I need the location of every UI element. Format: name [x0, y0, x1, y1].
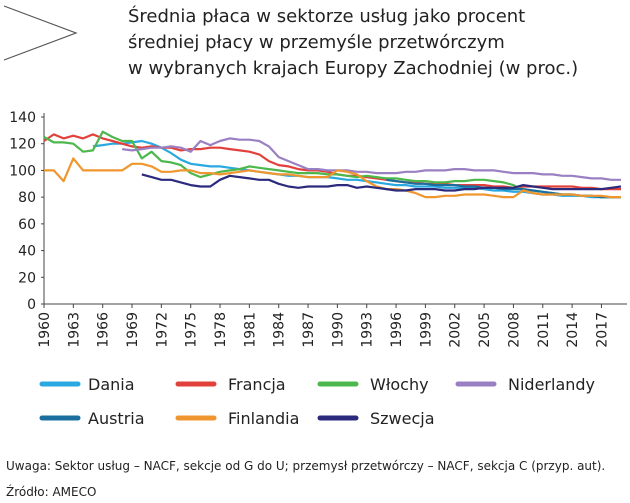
y-tick-label: 60 — [18, 217, 36, 233]
x-tick-label: 1996 — [389, 312, 405, 348]
x-tick-label: 2014 — [565, 312, 581, 348]
x-tick-label: 1972 — [154, 312, 170, 348]
legend-label: Włochy — [370, 375, 429, 394]
series-line — [141, 173, 622, 192]
legend-label: Austria — [88, 409, 145, 428]
y-tick-label: 80 — [18, 190, 36, 206]
x-tick-label: 2005 — [477, 312, 493, 348]
legend-label: Dania — [88, 375, 135, 394]
legend-label: Francja — [228, 375, 286, 394]
legend-label: Finlandia — [228, 409, 299, 428]
y-tick-label: 100 — [9, 163, 36, 179]
x-tick-label: 2008 — [506, 312, 522, 348]
x-tick-label: 1963 — [66, 312, 82, 348]
chart-title: średniej płacy w przemyśle przetwórczym — [128, 32, 505, 53]
y-tick-label: 0 — [27, 297, 36, 313]
x-tick-label: 1984 — [272, 312, 288, 348]
x-tick-label: 1960 — [37, 312, 53, 348]
x-tick-label: 1978 — [213, 312, 229, 348]
y-tick-label: 20 — [18, 270, 36, 286]
arrow-icon — [3, 5, 78, 61]
legend-label: Szwecja — [370, 409, 435, 428]
note: Źródło: AMECO — [6, 484, 96, 499]
x-tick-label: 2002 — [448, 312, 464, 348]
y-tick-label: 40 — [18, 244, 36, 260]
x-tick-label: 2011 — [536, 312, 552, 348]
chart-title: Średnia płaca w sektorze usług jako proc… — [128, 5, 525, 27]
x-tick-label: 1969 — [125, 312, 141, 348]
x-tick-label: 1993 — [360, 312, 376, 348]
x-tick-label: 1990 — [330, 312, 346, 348]
x-tick-label: 1981 — [242, 312, 258, 348]
x-tick-label: 1975 — [184, 312, 200, 348]
y-tick-label: 120 — [9, 137, 36, 153]
chart-title: w wybranych krajach Europy Zachodniej (w… — [128, 58, 578, 79]
x-tick-label: 2017 — [594, 312, 610, 348]
legend-label: Niderlandy — [508, 375, 595, 394]
y-tick-label: 140 — [9, 110, 36, 126]
x-tick-label: 1999 — [418, 312, 434, 348]
x-tick-label: 1966 — [96, 312, 112, 348]
series-line — [122, 137, 621, 181]
series-line — [44, 157, 621, 199]
x-tick-label: 1987 — [301, 312, 317, 348]
note: Uwaga: Sektor usług – NACF, sekcje od G … — [6, 459, 605, 473]
